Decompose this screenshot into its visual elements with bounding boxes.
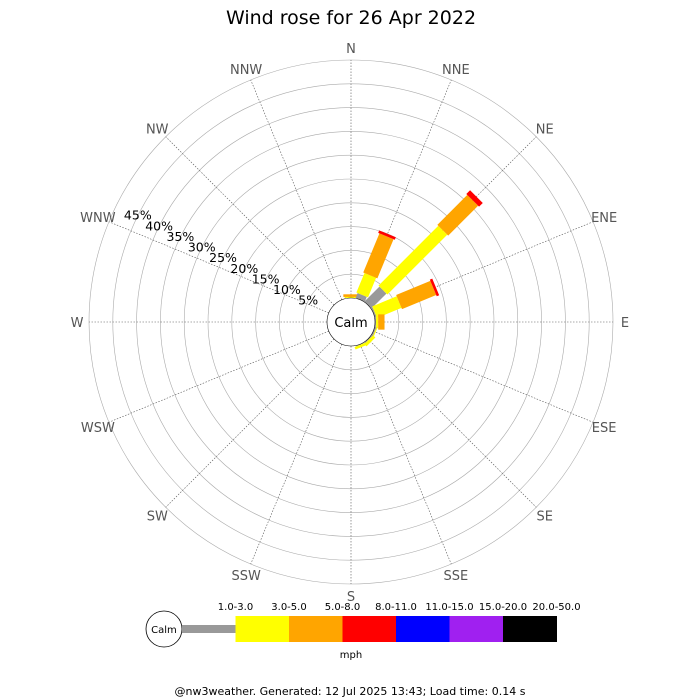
legend-calm-label: Calm — [151, 625, 177, 636]
legend-swatch — [449, 616, 504, 642]
grid-spoke — [165, 136, 335, 306]
legend-swatch — [503, 616, 557, 642]
direction-label: E — [621, 316, 629, 331]
grid-spoke — [367, 338, 537, 508]
direction-label: SSE — [443, 569, 468, 584]
direction-label: W — [71, 316, 84, 331]
legend-unit-label: mph — [340, 650, 362, 661]
direction-label: S — [347, 590, 355, 605]
petal-segment — [376, 315, 379, 329]
direction-label: N — [346, 42, 356, 57]
legend-bin-label: 8.0-11.0 — [375, 602, 417, 613]
direction-label: NNE — [442, 63, 470, 78]
petal-segment — [364, 286, 387, 309]
footer-text: @nw3weather. Generated: 12 Jul 2025 13:4… — [175, 685, 526, 698]
legend-bin-label: 1.0-3.0 — [218, 602, 253, 613]
grid-ring — [279, 250, 423, 394]
grid-ring — [302, 273, 400, 371]
grid-spoke — [359, 344, 452, 565]
petal-segment — [343, 294, 359, 297]
direction-label: ENE — [591, 211, 617, 226]
legend: Calm 1.0-3.0 3.0-5.0 5.0-8.0 8.0-11.0 11.0-15… — [145, 602, 581, 661]
grid-spoke — [250, 344, 343, 565]
legend-swatch — [396, 616, 450, 642]
ring-label: 45% — [124, 208, 152, 223]
legend-swatch — [235, 616, 290, 642]
ring-label: 35% — [167, 229, 195, 244]
grid-spoke — [373, 330, 594, 423]
calm-center: Calm — [326, 297, 376, 347]
grid-spoke — [165, 338, 335, 508]
petal-segment — [372, 325, 379, 339]
direction-label: NW — [146, 122, 169, 137]
petal-segment — [378, 230, 396, 240]
legend-swatch — [342, 616, 397, 642]
ring-label: 15% — [252, 271, 280, 286]
petal-segment — [437, 194, 479, 236]
petal-segment — [378, 225, 448, 295]
grid-ring — [183, 154, 519, 490]
polar-grid: N NNE NE ENE E ESE SE SSE S SSW SW WSW W WNW NW NNW 5%10… — [71, 42, 630, 605]
direction-label: SE — [537, 510, 553, 525]
petal-segment — [355, 293, 367, 302]
petal-segment — [378, 314, 385, 330]
ring-label: 25% — [209, 250, 237, 265]
petal-segment — [344, 296, 358, 298]
petal-segment — [371, 326, 377, 337]
petal-segment — [375, 317, 377, 327]
legend-swatch — [182, 625, 236, 633]
grid-ring — [207, 178, 495, 466]
chart-title: Wind rose for 26 Apr 2022 — [226, 7, 476, 29]
petal-segment — [372, 296, 402, 319]
petal-segment — [371, 307, 377, 318]
grid-spoke — [250, 79, 343, 300]
legend-bin-label: 15.0-20.0 — [479, 602, 527, 613]
petal-segment — [363, 233, 394, 279]
direction-label: WNW — [80, 211, 116, 226]
petal-segment — [429, 278, 440, 297]
legend-bin-label: 3.0-5.0 — [271, 602, 306, 613]
ring-label: 5% — [298, 293, 318, 308]
calm-label: Calm — [334, 316, 367, 331]
calm-circle — [326, 297, 376, 347]
direction-label: ESE — [592, 421, 617, 436]
ring-label: 10% — [273, 282, 301, 297]
ring-label: 30% — [188, 240, 216, 255]
petal-segment — [466, 190, 483, 207]
direction-label: SW — [147, 510, 168, 525]
ring-label: 40% — [145, 218, 173, 233]
direction-label: WSW — [81, 421, 115, 436]
grid-ring — [160, 131, 542, 513]
grid-ring — [255, 226, 447, 418]
direction-label: NE — [536, 122, 554, 137]
legend-bin-label: 5.0-8.0 — [325, 602, 360, 613]
petal-segment — [364, 335, 373, 344]
grid-spoke — [108, 330, 329, 423]
legend-bin-label: 11.0-15.0 — [425, 602, 473, 613]
petal-segment — [364, 335, 376, 347]
legend-swatch — [289, 616, 343, 642]
legend-bin-label: 20.0-50.0 — [532, 602, 580, 613]
ring-label: 20% — [230, 261, 258, 276]
petal-segment — [396, 280, 437, 310]
petal-segment — [356, 272, 377, 298]
direction-label: NNW — [230, 63, 262, 78]
petals — [343, 190, 483, 350]
petal-segment — [354, 342, 368, 350]
grid-spoke — [108, 221, 329, 314]
direction-label: SSW — [231, 569, 261, 584]
grid-ring — [231, 202, 471, 442]
